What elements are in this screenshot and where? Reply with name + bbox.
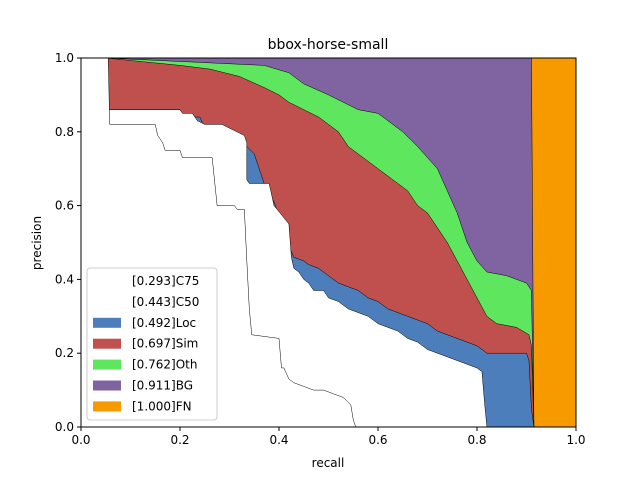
y-tick-label: 0.6 bbox=[55, 199, 74, 213]
y-tick-label: 1.0 bbox=[55, 51, 74, 65]
legend-label: [0.293]C75 bbox=[132, 274, 199, 288]
legend-label: [0.443]C50 bbox=[132, 295, 199, 309]
legend-swatch bbox=[93, 338, 121, 349]
x-axis-ticks: 0.0 0.2 0.4 0.6 0.8 1.0 bbox=[71, 427, 586, 447]
chart-title: bbox-horse-small bbox=[268, 37, 389, 53]
plot-frame bbox=[80, 57, 577, 428]
y-tick-label: 0.0 bbox=[55, 420, 74, 434]
legend: [0.293]C75 [0.443]C50 [0.492]Loc [0.697]Sim… bbox=[86, 267, 218, 421]
x-tick-label: 1.0 bbox=[566, 433, 585, 447]
x-axis-label: recall bbox=[312, 456, 345, 470]
legend-label: [0.492]Loc bbox=[132, 316, 196, 330]
legend-label: [0.762]Oth bbox=[132, 358, 197, 372]
legend-swatch bbox=[93, 380, 121, 391]
y-tick-label: 0.2 bbox=[55, 346, 74, 360]
legend-swatch bbox=[93, 276, 121, 286]
y-tick-label: 0.4 bbox=[55, 272, 74, 286]
x-tick-label: 0.4 bbox=[269, 433, 288, 447]
legend-swatch bbox=[93, 359, 121, 370]
legend-label: [0.911]BG bbox=[132, 379, 193, 393]
x-tick-label: 0.8 bbox=[467, 433, 486, 447]
x-tick-label: 0.6 bbox=[368, 433, 387, 447]
y-axis-ticks: 0.0 0.2 0.4 0.6 0.8 1.0 bbox=[55, 51, 81, 434]
legend-swatch bbox=[93, 317, 121, 328]
legend-label: [1.000]FN bbox=[132, 399, 192, 413]
legend-swatch bbox=[93, 401, 121, 412]
x-tick-label: 0.0 bbox=[71, 433, 90, 447]
legend-swatch bbox=[93, 296, 121, 307]
x-tick-label: 0.2 bbox=[170, 433, 189, 447]
y-axis-label: precision bbox=[30, 216, 44, 270]
legend-label: [0.697]Sim bbox=[132, 337, 198, 351]
y-tick-label: 0.8 bbox=[55, 125, 74, 139]
